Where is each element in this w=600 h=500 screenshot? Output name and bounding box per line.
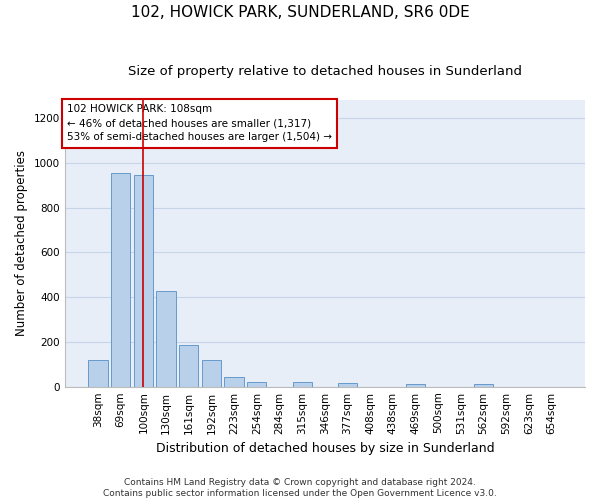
Bar xyxy=(247,382,266,386)
Text: Contains HM Land Registry data © Crown copyright and database right 2024.
Contai: Contains HM Land Registry data © Crown c… xyxy=(103,478,497,498)
Bar xyxy=(179,345,199,387)
Y-axis label: Number of detached properties: Number of detached properties xyxy=(15,150,28,336)
Text: 102, HOWICK PARK, SUNDERLAND, SR6 0DE: 102, HOWICK PARK, SUNDERLAND, SR6 0DE xyxy=(131,5,469,20)
Bar xyxy=(202,360,221,386)
Bar xyxy=(111,173,130,386)
Bar xyxy=(134,175,153,386)
X-axis label: Distribution of detached houses by size in Sunderland: Distribution of detached houses by size … xyxy=(155,442,494,455)
Text: 102 HOWICK PARK: 108sqm
← 46% of detached houses are smaller (1,317)
53% of semi: 102 HOWICK PARK: 108sqm ← 46% of detache… xyxy=(67,104,332,142)
Bar xyxy=(338,382,357,386)
Bar xyxy=(157,292,176,386)
Bar xyxy=(293,382,312,386)
Bar xyxy=(224,376,244,386)
Title: Size of property relative to detached houses in Sunderland: Size of property relative to detached ho… xyxy=(128,65,522,78)
Bar xyxy=(474,384,493,386)
Bar xyxy=(406,384,425,386)
Bar xyxy=(88,360,107,386)
